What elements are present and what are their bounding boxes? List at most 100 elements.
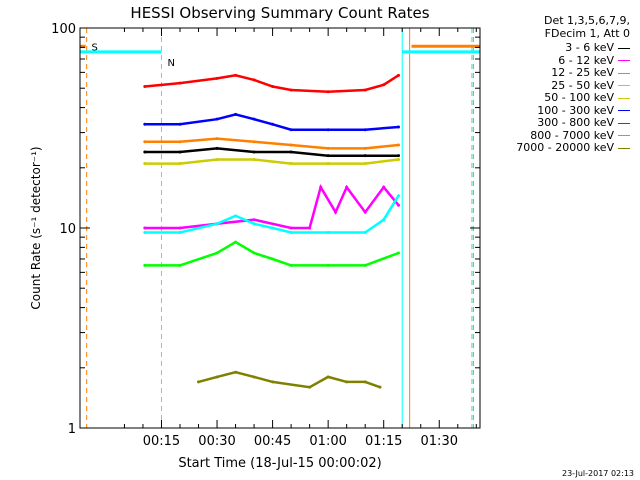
series-point-3-2 bbox=[215, 222, 219, 226]
legend-swatch bbox=[618, 72, 630, 74]
series-point-8-5 bbox=[308, 385, 312, 389]
series-point-3-0 bbox=[143, 230, 147, 234]
series-point-8-0 bbox=[197, 380, 201, 384]
chart-title: HESSI Observing Summary Count Rates bbox=[130, 4, 429, 22]
footer-date: 23-Jul-2017 02:13 bbox=[561, 469, 634, 478]
series-point-3-3 bbox=[234, 214, 238, 218]
series-point-7-6 bbox=[363, 146, 367, 150]
axis-ticks: 00:15 00:30 00:45 01:00 01:15 01:30 1 10 100 bbox=[51, 22, 480, 449]
series-point-8-1 bbox=[215, 375, 219, 379]
series-point-3-4 bbox=[252, 222, 256, 226]
series-point-1-1 bbox=[178, 226, 182, 230]
legend-entry-label: 6 - 12 keV bbox=[558, 53, 614, 67]
series-point-5-1 bbox=[178, 122, 182, 126]
series-point-1-5 bbox=[308, 226, 312, 230]
legend-header-decimation: FDecim 1, Att 0 bbox=[544, 27, 630, 40]
x-tick-label-1: 00:30 bbox=[198, 434, 235, 449]
series-point-1-7 bbox=[334, 210, 338, 214]
series-line-2 bbox=[144, 240, 399, 267]
series-point-7-2 bbox=[215, 137, 219, 141]
y-axis-label: Count Rate (s⁻¹ detector⁻¹) bbox=[29, 146, 43, 309]
series-point-2-5 bbox=[271, 257, 275, 261]
legend-swatch bbox=[618, 110, 630, 111]
legend-header-detectors: Det 1,3,5,6,7,9, bbox=[543, 14, 630, 27]
series-point-6-8 bbox=[363, 88, 367, 92]
series-point-6-0 bbox=[143, 84, 147, 88]
series-point-2-2 bbox=[215, 251, 219, 255]
series-point-7-4 bbox=[289, 143, 293, 147]
x-tick-label-5: 01:30 bbox=[421, 434, 458, 449]
series-point-8-9 bbox=[378, 385, 382, 389]
legend-entry-label: 3 - 6 keV bbox=[565, 41, 614, 54]
series-point-7-5 bbox=[326, 146, 330, 150]
series-point-4-6 bbox=[363, 162, 367, 166]
series-point-8-2 bbox=[234, 370, 238, 374]
series-line-7 bbox=[144, 137, 399, 150]
series-point-2-9 bbox=[397, 251, 401, 255]
series-point-5-9 bbox=[397, 125, 401, 129]
series-point-1-8 bbox=[345, 185, 349, 189]
series-point-0-2 bbox=[215, 146, 219, 150]
series-line-0 bbox=[144, 147, 399, 157]
legend-swatch bbox=[618, 97, 630, 99]
series-point-4-0 bbox=[143, 162, 147, 166]
series-line-4 bbox=[144, 158, 399, 165]
x-tick-label-0: 00:15 bbox=[143, 434, 180, 449]
series-point-6-2 bbox=[215, 76, 219, 80]
legend-entry: 50 - 100 keV bbox=[544, 92, 630, 104]
legend-entry: 7000 - 20000 keV bbox=[516, 142, 630, 154]
series-line-6 bbox=[144, 74, 400, 94]
series-point-0-4 bbox=[289, 150, 293, 154]
series-point-7-7 bbox=[397, 143, 401, 147]
x-tick-label-3: 01:00 bbox=[309, 434, 346, 449]
flag-label-s: S bbox=[92, 42, 98, 53]
series-point-5-2 bbox=[215, 117, 219, 121]
series-point-2-3 bbox=[234, 240, 238, 244]
series-point-0-3 bbox=[252, 150, 256, 154]
series-point-2-8 bbox=[363, 263, 367, 267]
series-point-1-9 bbox=[363, 210, 367, 214]
y-tick-label-0: 1 bbox=[68, 422, 76, 437]
series-point-0-0 bbox=[143, 150, 147, 154]
legend-entry-label: 800 - 7000 keV bbox=[530, 128, 614, 142]
series-point-2-4 bbox=[252, 251, 256, 255]
series-point-4-2 bbox=[215, 158, 219, 162]
series-point-6-3 bbox=[234, 73, 238, 77]
legend-entry: 800 - 7000 keV bbox=[530, 128, 630, 142]
series-line-8 bbox=[198, 370, 381, 389]
series-point-5-8 bbox=[363, 128, 367, 132]
x-tick-label-4: 01:15 bbox=[365, 434, 402, 449]
series-point-6-4 bbox=[252, 78, 256, 82]
series-point-2-7 bbox=[326, 263, 330, 267]
legend-entry-label: 50 - 100 keV bbox=[544, 91, 614, 104]
series-point-5-6 bbox=[289, 128, 293, 132]
series-point-4-5 bbox=[326, 162, 330, 166]
legend-swatch bbox=[618, 60, 630, 61]
series-point-6-5 bbox=[271, 84, 275, 88]
flag-label-n: N bbox=[167, 58, 174, 69]
series-point-2-6 bbox=[289, 263, 293, 267]
legend-entry-label: 7000 - 20000 keV bbox=[516, 141, 614, 154]
series-point-1-6 bbox=[319, 185, 323, 189]
series-point-6-10 bbox=[397, 73, 401, 77]
legend-entry: 300 - 800 keV bbox=[537, 117, 630, 129]
series-point-3-6 bbox=[289, 230, 293, 234]
legend-entry: 6 - 12 keV bbox=[558, 53, 630, 67]
series-point-0-5 bbox=[326, 154, 330, 158]
chart-marks: SN bbox=[80, 28, 480, 428]
series-point-1-10 bbox=[382, 185, 386, 189]
series-point-6-7 bbox=[326, 90, 330, 94]
legend-entry: 25 - 50 keV bbox=[551, 79, 630, 92]
series-point-4-7 bbox=[397, 158, 401, 162]
series-point-6-9 bbox=[382, 83, 386, 87]
x-axis-label: Start Time (18-Jul-15 00:00:02) bbox=[178, 456, 381, 471]
series-point-5-0 bbox=[143, 122, 147, 126]
legend-swatch bbox=[618, 135, 630, 136]
y-tick-label-2: 100 bbox=[51, 22, 76, 37]
legend-entry: 100 - 300 keV bbox=[537, 104, 630, 117]
series-point-7-3 bbox=[252, 140, 256, 144]
series-line-5 bbox=[144, 113, 399, 131]
series-point-4-4 bbox=[289, 162, 293, 166]
series-point-3-9 bbox=[382, 218, 386, 222]
legend-swatch bbox=[618, 122, 630, 124]
